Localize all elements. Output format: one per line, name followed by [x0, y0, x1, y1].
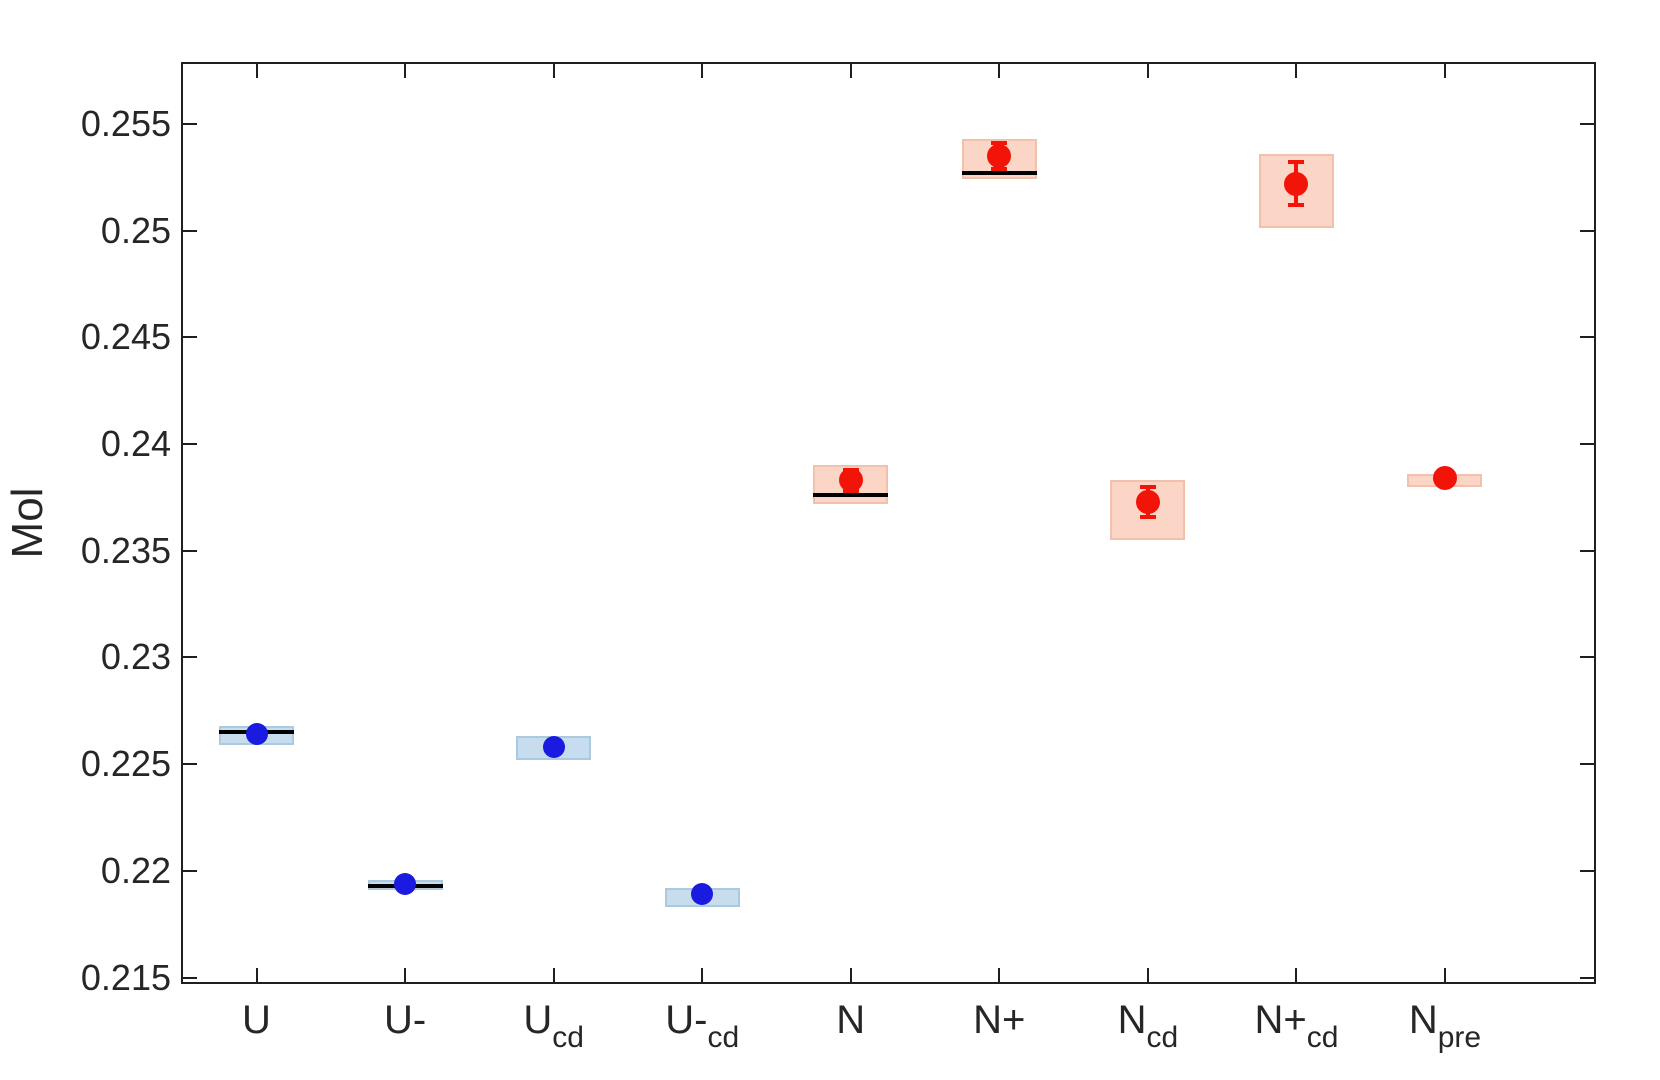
x-tick-label: U-cd [582, 998, 822, 1054]
error-bar-cap-bottom [991, 166, 1008, 171]
data-point-marker [1284, 171, 1309, 196]
x-tick-label: N+ [879, 998, 1119, 1042]
y-tick-mark [1580, 976, 1594, 979]
y-tick-mark [1580, 656, 1594, 659]
x-tick-mark [404, 968, 407, 982]
x-tick-mark [1146, 968, 1149, 982]
y-tick-mark [183, 443, 197, 445]
y-tick-mark [183, 549, 197, 552]
x-tick-mark [701, 64, 704, 78]
x-tick-label-subscript: cd [707, 1021, 740, 1054]
y-tick-label: 0.215 [80, 956, 171, 998]
y-tick-label: 0.255 [80, 102, 171, 144]
y-tick-mark [1580, 122, 1594, 125]
x-tick-label-base: N+ [973, 998, 1026, 1042]
plot-area [181, 62, 1596, 984]
x-tick-label: Ucd [434, 998, 674, 1054]
y-tick-mark [1580, 869, 1594, 872]
x-tick-mark [255, 64, 258, 78]
x-tick-label-subscript: pre [1437, 1021, 1482, 1054]
x-tick-mark [255, 968, 258, 982]
error-bar-cap-top [1288, 160, 1305, 165]
x-tick-mark [552, 968, 555, 982]
y-tick-mark [1580, 443, 1594, 445]
data-point-marker [245, 723, 268, 746]
y-tick-mark [1580, 229, 1594, 232]
data-point-marker [542, 736, 565, 759]
y-tick-mark [1580, 336, 1594, 339]
y-tick-label: 0.24 [100, 423, 171, 464]
error-bar-cap-top [1139, 484, 1156, 489]
x-tick-label: Ncd [1028, 998, 1268, 1054]
y-axis-label: Mol [3, 487, 52, 559]
x-tick-mark [1295, 64, 1298, 78]
y-tick-label: 0.245 [80, 316, 171, 358]
y-tick-mark [183, 122, 197, 125]
y-tick-mark [183, 336, 197, 339]
x-tick-label-subscript: cd [1146, 1021, 1179, 1054]
x-tick-mark [701, 968, 704, 982]
x-tick-label: U- [285, 998, 525, 1042]
error-bar-cap-top [991, 140, 1008, 145]
reference-line [813, 493, 889, 498]
data-point-marker [1432, 466, 1457, 491]
x-tick-mark [1443, 64, 1446, 78]
x-tick-mark [404, 64, 407, 78]
y-tick-mark [1580, 763, 1594, 766]
x-tick-mark [849, 968, 852, 982]
y-tick-mark [1580, 549, 1594, 552]
y-tick-label: 0.23 [100, 636, 171, 678]
x-tick-mark [1295, 968, 1298, 982]
y-tick-mark [183, 229, 197, 232]
x-tick-mark [998, 968, 1001, 982]
data-point-marker [987, 143, 1012, 168]
x-tick-label-base: U- [665, 998, 708, 1042]
y-tick-label: 0.235 [80, 529, 171, 571]
y-tick-mark [183, 976, 197, 979]
x-tick-label: Npre [1325, 998, 1565, 1054]
x-tick-mark [1146, 64, 1149, 78]
x-tick-mark [998, 64, 1001, 78]
x-tick-label-base: U [242, 998, 271, 1042]
data-point-marker [691, 883, 714, 906]
y-tick-mark [183, 656, 197, 659]
data-point-marker [1135, 489, 1160, 514]
x-tick-label-base: U- [383, 998, 427, 1042]
x-tick-label-subscript: cd [552, 1021, 584, 1054]
x-tick-mark [552, 64, 555, 78]
x-tick-label-subscript: cd [1306, 1021, 1339, 1054]
y-tick-mark [183, 763, 197, 766]
reference-line [961, 170, 1037, 175]
error-bar-cap-bottom [1139, 514, 1156, 519]
y-tick-label: 0.25 [100, 209, 171, 251]
data-point-marker [838, 468, 863, 493]
x-tick-label-base: N [1117, 998, 1147, 1042]
y-tick-label: 0.225 [80, 743, 171, 785]
error-bar-cap-bottom [1288, 202, 1305, 207]
y-tick-mark [183, 869, 197, 872]
y-tick-label: 0.22 [100, 849, 171, 891]
x-tick-label: N+cd [1176, 998, 1416, 1054]
x-tick-label-base: N [836, 998, 866, 1042]
x-tick-label: N [731, 998, 971, 1042]
data-point-marker [394, 872, 417, 895]
x-tick-label-base: N+ [1254, 998, 1307, 1042]
x-tick-label: U [137, 998, 377, 1042]
x-tick-mark [1443, 968, 1446, 982]
x-tick-mark [849, 64, 852, 78]
x-tick-label-base: N [1408, 998, 1438, 1042]
x-tick-label-base: U [523, 998, 553, 1042]
